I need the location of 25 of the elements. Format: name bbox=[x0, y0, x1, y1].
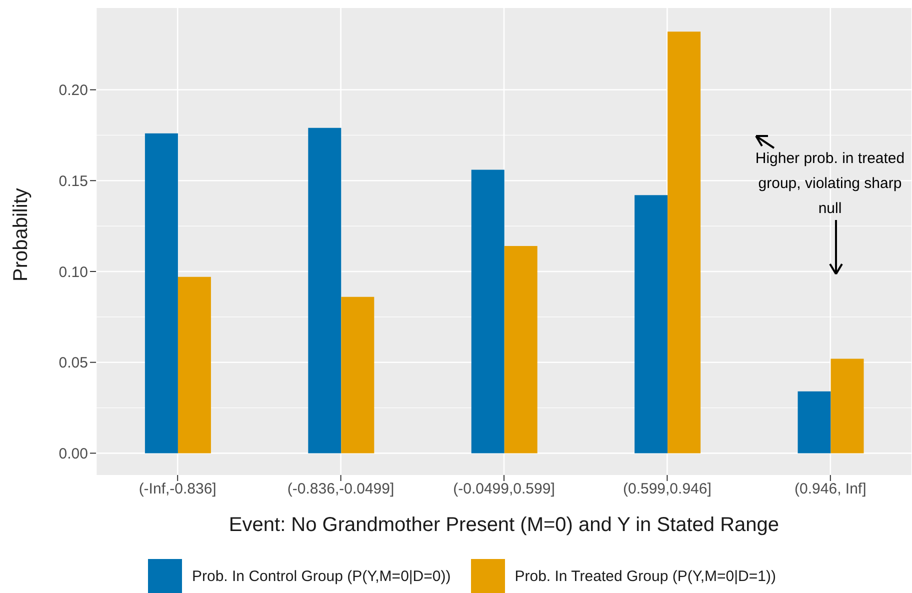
bar bbox=[504, 246, 538, 454]
y-axis-title: Probability bbox=[10, 188, 32, 282]
legend-label: Prob. In Control Group (P(Y,M=0|D=0)) bbox=[192, 568, 451, 584]
x-tick-label: (-0.0499,0.599] bbox=[453, 480, 555, 498]
x-tick-label: (-0.836,-0.0499] bbox=[287, 480, 394, 498]
x-tick-label: (-Inf,-0.836] bbox=[138, 480, 216, 498]
annotation: Higher prob. in treated group, violating sharp null bbox=[754, 149, 906, 219]
bar bbox=[798, 391, 831, 454]
x-axis-title: Event: No Grandmother Present (M=0) and Y in Stated Range bbox=[228, 514, 780, 536]
x-tick-label: (0.946, Inf] bbox=[794, 480, 866, 498]
bar bbox=[471, 170, 504, 454]
bar bbox=[178, 276, 211, 454]
bar bbox=[830, 358, 864, 454]
y-tick-label: 0.00 bbox=[58, 446, 88, 463]
bar bbox=[308, 128, 342, 454]
y-tick-label: 0.20 bbox=[58, 82, 88, 100]
y-tick-label: 0.10 bbox=[58, 264, 88, 281]
y-tick-label: 0.15 bbox=[58, 172, 88, 190]
legend-label: Prob. In Treated Group (P(Y,M=0|D=1)) bbox=[514, 568, 776, 584]
bar bbox=[668, 32, 701, 454]
y-tick-label: 0.05 bbox=[58, 354, 88, 372]
bar bbox=[634, 195, 668, 454]
bar bbox=[144, 133, 178, 454]
x-tick-label: (0.599,0.946] bbox=[622, 480, 712, 498]
bar bbox=[341, 296, 374, 454]
